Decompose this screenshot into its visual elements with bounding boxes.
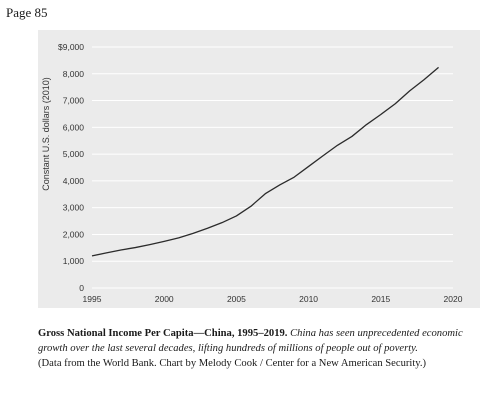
y-tick-label: 7,000: [63, 96, 85, 106]
y-tick-label: 8,000: [63, 69, 85, 79]
x-tick-label: 2015: [371, 294, 390, 304]
y-tick-label: 4,000: [63, 176, 85, 186]
y-axis-label: Constant U.S. dollars (2010): [41, 77, 51, 191]
x-tick-label: 2020: [444, 294, 463, 304]
caption-source: (Data from the World Bank. Chart by Melo…: [38, 358, 427, 369]
grid-lines: [92, 46, 453, 289]
x-tick-label: 1995: [83, 294, 102, 304]
y-tick-label: 0: [79, 283, 84, 293]
y-tick-labels: 0 1,000 2,000 3,000 4,000 5,000 6,000 7,000 8,00…: [58, 42, 84, 293]
figure-caption: Gross National Income Per Capita—China, …: [38, 326, 482, 371]
y-tick-label: 1,000: [63, 256, 85, 266]
series-line-layer: [91, 66, 439, 257]
caption-body: China has seen unprecedented economic gr…: [38, 328, 463, 354]
y-tick-label: $9,000: [58, 42, 84, 52]
x-tick-label: 2010: [299, 294, 318, 304]
gni-line-chart: 0 1,000 2,000 3,000 4,000 5,000 6,000 7,000 8,00…: [41, 42, 463, 304]
y-tick-label: 2,000: [63, 229, 85, 239]
caption-title: Gross National Income Per Capita—China, …: [38, 328, 288, 339]
x-tick-label: 2000: [155, 294, 174, 304]
x-tick-label: 2005: [227, 294, 246, 304]
x-tick-labels: 1995 2000 2005 2010 2015 2020: [83, 294, 463, 304]
y-tick-label: 5,000: [63, 149, 85, 159]
y-tick-label: 6,000: [63, 122, 85, 132]
chart-panel: 0 1,000 2,000 3,000 4,000 5,000 6,000 7,000 8,00…: [38, 30, 480, 308]
page-label: Page 85: [6, 5, 48, 20]
y-tick-label: 3,000: [63, 203, 85, 213]
gni-series-line: [91, 66, 439, 257]
